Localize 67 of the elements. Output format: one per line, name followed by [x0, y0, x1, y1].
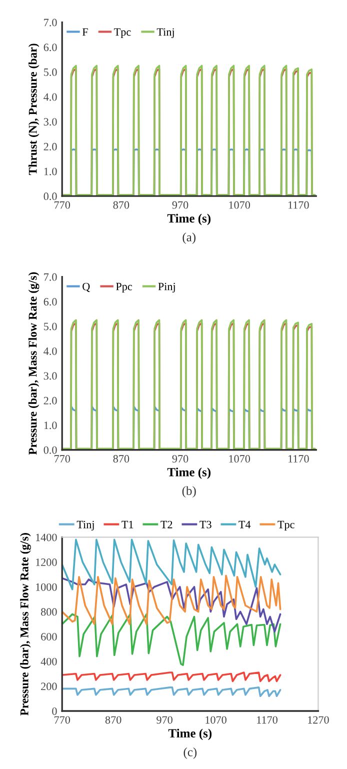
- line-series: [62, 613, 282, 666]
- x-tick-label: 870: [113, 455, 130, 463]
- line-series: [62, 686, 282, 698]
- y-tick-label: 7.0: [44, 273, 57, 281]
- y-tick-label: 1.0: [44, 168, 57, 176]
- x-tick-label: 770: [54, 716, 70, 724]
- text: (a): [182, 232, 196, 244]
- legend-label: T2: [160, 520, 172, 528]
- x-tick-label: 770: [54, 455, 70, 463]
- y-tick-label: 400: [40, 658, 57, 666]
- x-tick-label: 970: [172, 455, 188, 463]
- legend-label: T1: [122, 520, 134, 528]
- x-tick-label: 870: [113, 201, 130, 209]
- y-tick-label: 3.0: [44, 118, 57, 126]
- y-tick-label: 3.0: [44, 372, 57, 380]
- text: (b): [182, 486, 196, 498]
- legend-label: Tinj: [76, 520, 94, 531]
- y-tick-label: 6.0: [44, 298, 57, 306]
- y-tick-label: 7.0: [44, 18, 57, 26]
- x-tick-label: 770: [54, 201, 70, 209]
- line-series: [62, 672, 282, 682]
- y-tick-label: 2.0: [44, 396, 57, 404]
- x-axis-title: Time (s): [168, 728, 212, 740]
- legend-label: Pinj: [158, 282, 175, 293]
- legend-label: Q: [82, 282, 90, 292]
- y-tick-label: 0.0: [44, 192, 57, 200]
- y-tick-label: 1400: [36, 534, 57, 542]
- x-axis-title: Time (s): [167, 468, 210, 479]
- y-tick-label: 600: [41, 633, 57, 640]
- y-tick-label: 5.0: [44, 322, 57, 330]
- legend-label: F: [82, 28, 88, 36]
- line-series: [62, 577, 282, 632]
- x-tick-label: 870: [105, 716, 122, 724]
- legend-label: Tpc: [114, 28, 131, 38]
- y-tick-label: 1000: [36, 583, 57, 591]
- y-axis-title: Thrust (N), Pressure (bar): [28, 44, 40, 176]
- y-tick-label: 200: [41, 682, 57, 690]
- legend-label: T3: [200, 520, 212, 528]
- y-tick-label: 1200: [36, 558, 57, 566]
- x-tick-label: 1170: [288, 201, 309, 209]
- x-axis-title: Time (s): [167, 214, 210, 226]
- x-tick-label: 1070: [206, 716, 226, 724]
- y-tick-label: 0.0: [44, 446, 57, 454]
- y-tick-label: 6.0: [44, 44, 57, 52]
- y-tick-label: 5.0: [44, 68, 57, 76]
- y-tick-label: 4.0: [44, 347, 57, 356]
- y-tick-label: 1.0: [44, 422, 57, 430]
- x-tick-label: 1070: [229, 455, 250, 463]
- y-axis-title: Pressure (bar), Mass Flow Rate (g/s): [28, 272, 40, 455]
- x-tick-label: 970: [172, 201, 188, 209]
- y-tick-label: 2.0: [44, 142, 57, 150]
- x-tick-label: 1170: [288, 455, 309, 463]
- text: (c): [184, 748, 197, 759]
- x-tick-label: 970: [156, 716, 172, 724]
- legend-label: Tinj: [156, 28, 174, 38]
- line-series: [62, 574, 282, 626]
- y-tick-label: 800: [41, 608, 57, 616]
- x-tick-label: 1070: [229, 201, 250, 209]
- x-tick-label: 1170: [257, 716, 278, 724]
- legend-label: Tpc: [278, 520, 294, 531]
- y-tick-label: 0: [52, 707, 57, 715]
- y-tick-label: 4.0: [44, 93, 57, 101]
- y-axis-title: Pressure (bar), Mass Flow Rate (g/s): [20, 533, 31, 716]
- legend-label: T4: [238, 520, 251, 528]
- legend-label: Ppc: [116, 282, 132, 293]
- line-series: [62, 538, 282, 590]
- x-tick-label: 1270: [308, 716, 329, 724]
